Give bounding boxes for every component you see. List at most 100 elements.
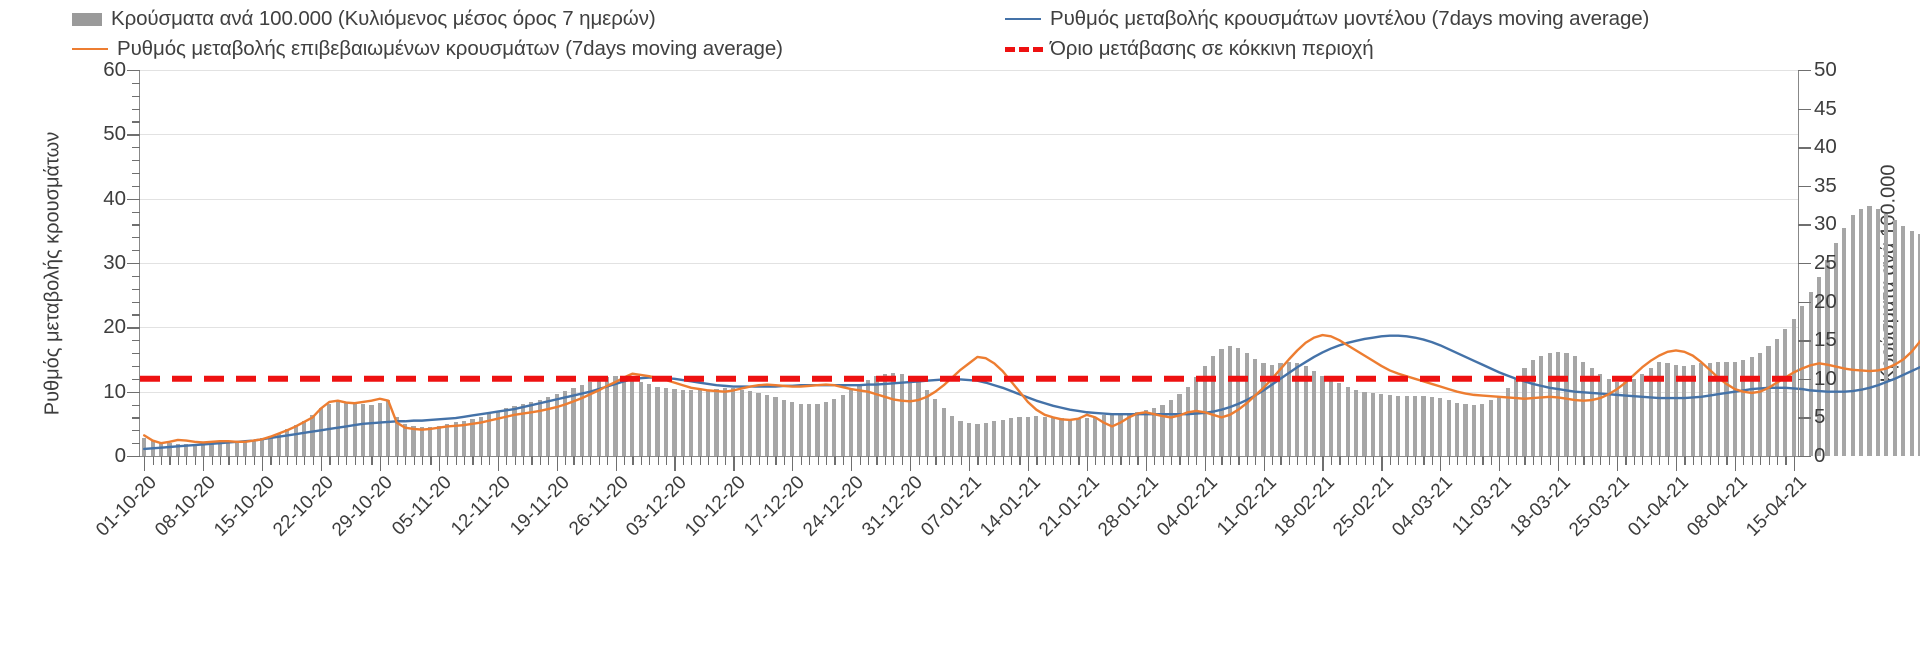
x-tick (1415, 456, 1417, 465)
bar (1699, 363, 1704, 456)
bar (823, 401, 829, 456)
x-tick (405, 456, 407, 465)
y-tick-left (132, 378, 140, 380)
x-tick (910, 456, 912, 471)
x-tick (859, 456, 861, 465)
bar (1480, 403, 1485, 456)
x-tick (640, 456, 642, 465)
bar (562, 391, 568, 456)
bar (335, 401, 340, 456)
x-tick (211, 456, 213, 465)
bar (1236, 347, 1241, 456)
bar (1657, 361, 1662, 456)
x-tick (1541, 456, 1543, 465)
x-tick (262, 456, 264, 471)
x-tick (674, 456, 676, 471)
bar (613, 375, 618, 456)
bar (546, 397, 551, 456)
x-tick (1255, 456, 1257, 465)
x-tick (337, 456, 339, 465)
bar (1168, 400, 1174, 456)
x-tick (590, 456, 592, 465)
bar (907, 376, 913, 456)
x-tick (1642, 456, 1644, 465)
bar (579, 384, 584, 456)
bar (1446, 400, 1451, 456)
y-tick-right (1798, 340, 1811, 342)
legend-label: Ρυθμός μεταβολής επιβεβαιωμένων κρουσμάτ… (117, 37, 783, 60)
bar (638, 381, 643, 456)
x-tick (371, 456, 373, 465)
x-tick (1036, 456, 1038, 465)
x-tick (556, 456, 558, 471)
x-tick (1002, 456, 1004, 465)
x-tick (144, 456, 146, 471)
bar (1547, 352, 1552, 456)
y-tick-left (132, 430, 140, 432)
bar (882, 374, 887, 456)
legend-item-model-rate[interactable]: Ρυθμός μεταβολής κρουσμάτων μοντέλου (7d… (1005, 7, 1649, 31)
x-tick (1574, 456, 1577, 465)
bar (1530, 360, 1535, 456)
bar (537, 399, 542, 456)
y-axis-right-tick-label: 40 (1814, 135, 1837, 159)
y-tick-left (127, 70, 140, 72)
bar (318, 408, 324, 456)
x-tick (926, 456, 929, 465)
x-tick (1381, 456, 1383, 471)
bar (1892, 219, 1897, 456)
bar (1808, 292, 1813, 456)
bar (1109, 414, 1115, 456)
bar (975, 423, 980, 456)
bar (798, 403, 803, 456)
bar (1017, 417, 1022, 456)
x-tick (430, 456, 432, 465)
legend-label: Ρυθμός μεταβολής κρουσμάτων μοντέλου (7d… (1050, 7, 1650, 30)
bar (966, 422, 972, 456)
bar (680, 389, 685, 456)
x-tick (657, 456, 659, 465)
x-tick (1196, 456, 1198, 465)
line-series (143, 334, 1920, 451)
line-series (143, 333, 1920, 445)
bar (243, 440, 248, 456)
bar (705, 389, 711, 456)
x-tick (219, 456, 222, 465)
x-tick (304, 456, 306, 465)
y-axis-right-tick-label: 25 (1814, 251, 1837, 274)
x-tick (1516, 456, 1518, 465)
bar (1093, 416, 1098, 456)
legend-item-cases-per-100k[interactable]: Κρούσματα ανά 100.000 (Κυλιόμενος μέσος … (72, 7, 656, 31)
y-axis-right-tick-label: 35 (1814, 173, 1837, 197)
x-tick (1297, 456, 1299, 465)
x-tick (1095, 456, 1097, 465)
x-tick (1625, 456, 1627, 465)
bar (504, 408, 509, 456)
x-tick (581, 456, 584, 465)
x-tick (1608, 456, 1610, 465)
bar (1008, 418, 1014, 456)
y-tick-right (1798, 378, 1811, 381)
bar (933, 398, 938, 456)
y-tick-left (132, 288, 140, 290)
x-tick (767, 456, 769, 465)
bar (806, 404, 812, 456)
bar (1404, 395, 1409, 456)
legend-item-confirmed-rate[interactable]: Ρυθμός μεταβολής επιβεβαιωμένων κρουσμάτ… (72, 37, 783, 61)
x-tick (834, 456, 836, 465)
x-tick (152, 456, 154, 465)
legend-item-red-threshold[interactable]: Όριο μετάβασης σε κόκκινη περιοχή (1005, 37, 1374, 61)
bar (1185, 386, 1190, 456)
x-tick (985, 456, 988, 465)
bar (1160, 405, 1165, 456)
bar (1522, 368, 1527, 456)
y-tick-right (1798, 263, 1811, 265)
bar (958, 420, 963, 456)
line-swatch-icon (72, 48, 108, 50)
bar (226, 442, 231, 456)
x-tick (1044, 456, 1046, 465)
x-tick (1684, 456, 1686, 465)
x-tick (573, 456, 575, 465)
bar (1825, 259, 1830, 456)
x-tick (388, 456, 390, 465)
